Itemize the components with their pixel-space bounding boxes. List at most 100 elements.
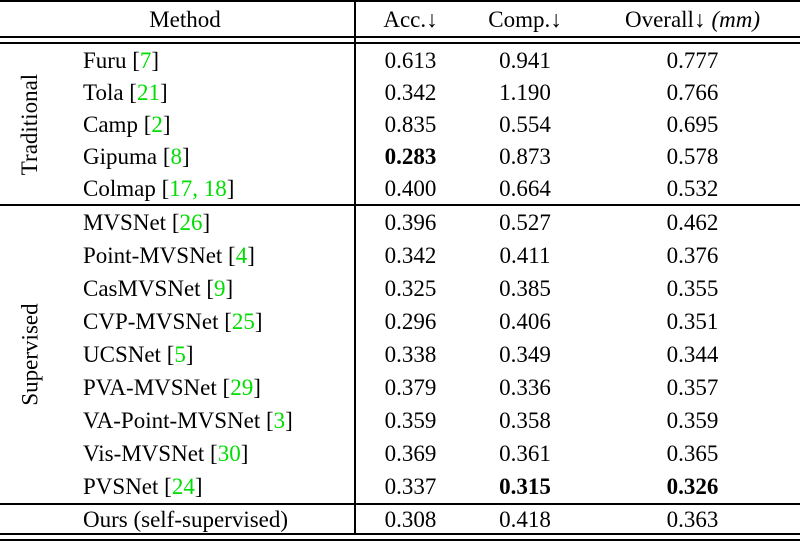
citation-link[interactable]: 30 [217, 441, 241, 466]
method-cell: Vis-MVSNet [30] [60, 437, 355, 470]
citation-link[interactable]: 24 [171, 474, 195, 499]
method-cell: Furu [7] [60, 43, 355, 76]
method-name: UCSNet [83, 342, 161, 367]
citation-link[interactable]: 5 [174, 342, 186, 367]
method-cell: Tola [21] [60, 76, 355, 108]
comp-value: 0.315 [465, 470, 585, 505]
acc-value: 0.835 [354, 108, 465, 140]
cite-open-bracket: [ [166, 210, 180, 235]
table-row: Traditional Furu [7] 0.613 0.941 0.777 [0, 43, 800, 206]
method-cell: VA-Point-MVSNet [3] [60, 404, 355, 437]
method-name: Colmap [83, 175, 156, 201]
acc-value: 0.369 [354, 437, 465, 470]
citation-link[interactable]: 7 [139, 47, 152, 73]
overall-value: 0.355 [666, 276, 719, 301]
method-name: Point-MVSNet [83, 243, 223, 268]
method-name: Camp [83, 111, 138, 137]
overall-value: 0.578 [666, 143, 719, 169]
citation-link[interactable]: 9 [213, 276, 226, 301]
cite-open-bracket: [ [260, 408, 274, 433]
overall-value: 0.344 [666, 342, 719, 367]
method-name: CasMVSNet [83, 276, 201, 301]
acc-value: 0.338 [354, 338, 465, 371]
acc-value: 0.396 [354, 205, 465, 239]
citation-link[interactable]: 29 [230, 375, 254, 400]
citation-link[interactable]: 3 [273, 408, 286, 433]
comp-value: 1.190 [499, 79, 551, 105]
cite-close-bracket: ] [159, 79, 168, 105]
cite-close-bracket: ] [151, 47, 160, 73]
comp-value: 0.406 [499, 309, 551, 334]
group-label: Supervised [17, 303, 43, 406]
citation-link[interactable]: 4 [235, 243, 248, 268]
rule-segment [465, 36, 585, 44]
method-cell: UCSNet [5] [60, 338, 355, 371]
overall-value: 0.777 [666, 47, 719, 73]
method-name: VA-Point-MVSNet [83, 408, 261, 433]
cite-close-bracket: ] [254, 309, 263, 334]
method-cell: MVSNet [26] [60, 205, 355, 239]
acc-value: 0.283 [354, 140, 465, 172]
acc-value: 0.342 [354, 76, 465, 108]
table-row: PVA-MVSNet [29] 0.379 0.336 0.357 [0, 371, 800, 404]
citation-link[interactable]: 25 [231, 309, 255, 334]
cite-open-bracket: [ [204, 441, 218, 466]
overall-value: 0.351 [666, 309, 719, 334]
group-label-wrap: Traditional [0, 44, 60, 203]
cite-open-bracket: [ [123, 79, 137, 105]
method-name: Furu [83, 47, 127, 73]
method-name: PVSNet [83, 474, 159, 499]
acc-value: 0.325 [354, 272, 465, 305]
overall-value: 0.376 [666, 243, 719, 268]
overall-value: 0.365 [666, 441, 719, 466]
cite-close-bracket: ] [226, 175, 235, 201]
cite-close-bracket: ] [285, 408, 293, 433]
cite-open-bracket: [ [157, 143, 171, 169]
rule-segment [585, 36, 800, 44]
acc-value: 0.400 [354, 172, 465, 206]
comp-value: 0.873 [499, 143, 551, 169]
col-header-overall: Overall↓ (mm) [585, 1, 800, 37]
method-cell: Point-MVSNet [4] [60, 239, 355, 272]
ours-method-cell: Ours (self-supervised) [0, 504, 355, 535]
cite-open-bracket: [ [126, 47, 140, 73]
group-cell-traditional: Traditional [0, 43, 60, 206]
table-row: Vis-MVSNet [30] 0.369 0.361 0.365 [0, 437, 800, 470]
col-header-method: Method [149, 6, 221, 32]
acc-value: 0.308 [354, 504, 465, 535]
group-label: Traditional [17, 73, 43, 175]
group-label-wrap: Supervised [0, 206, 60, 502]
overall-value: 0.766 [666, 79, 719, 105]
table-row: Tola [21] 0.342 1.190 0.766 [0, 76, 800, 108]
citation-link[interactable]: 17, 18 [169, 175, 227, 201]
cite-close-bracket: ] [253, 375, 261, 400]
table-row: Supervised MVSNet [26] 0.396 0.527 0.462 [0, 205, 800, 505]
col-header-comp: Comp.↓ [488, 6, 562, 32]
bottom-double-rule [0, 534, 800, 541]
method-name: PVA-MVSNet [83, 375, 217, 400]
citation-link[interactable]: 8 [170, 143, 183, 169]
comp-value: 0.361 [499, 441, 551, 466]
method-name: CVP-MVSNet [83, 309, 219, 334]
acc-value: 0.337 [354, 470, 465, 505]
citation-link[interactable]: 21 [136, 79, 160, 105]
citation-link[interactable]: 26 [179, 210, 203, 235]
overall-value: 0.695 [666, 111, 719, 137]
citation-link[interactable]: 2 [151, 111, 163, 137]
table-row: Point-MVSNet [4] 0.342 0.411 0.376 [0, 239, 800, 272]
method-cell: Camp [2] [60, 108, 355, 140]
table-row: PVSNet [24] 0.337 0.315 0.326 [0, 470, 800, 505]
cite-open-bracket: [ [155, 175, 170, 201]
overall-value: 0.363 [585, 504, 800, 535]
comp-value: 0.527 [499, 210, 551, 235]
overall-value: 0.532 [585, 172, 800, 206]
acc-value: 0.296 [354, 305, 465, 338]
cite-close-bracket: ] [225, 276, 234, 301]
cite-open-bracket: [ [222, 243, 236, 268]
comp-value: 0.411 [499, 243, 551, 268]
cite-close-bracket: ] [240, 441, 249, 466]
overall-value: 0.357 [666, 375, 719, 400]
cite-open-bracket: [ [137, 111, 152, 137]
